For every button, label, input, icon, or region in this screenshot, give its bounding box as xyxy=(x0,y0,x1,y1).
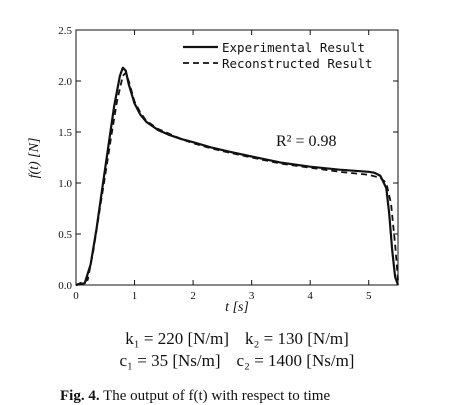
x-tick-label: 5 xyxy=(366,290,372,302)
y-tick-label: 0.0 xyxy=(58,280,72,292)
y-tick-label: 2.0 xyxy=(58,76,72,88)
y-tick-label: 1.0 xyxy=(58,178,72,190)
legend-label-experimental: Experimental Result xyxy=(222,40,365,55)
param-c1: c₁ = 35 [Ns/m] xyxy=(119,351,221,370)
y-tick-label: 0.5 xyxy=(58,229,72,241)
series-layer xyxy=(75,66,400,287)
y-axis-ticks: 0.0 0.5 1.0 1.5 2.0 2.5 xyxy=(58,25,398,292)
y-tick-label: 2.5 xyxy=(58,25,72,37)
caption-label: Fig. 4. xyxy=(60,388,100,404)
x-tick-label: 1 xyxy=(132,290,138,302)
parameters-block: k₁ = 220 [N/m] k₂ = 130 [N/m] c₁ = 35 [Ns… xyxy=(0,328,474,372)
y-tick-label: 1.5 xyxy=(58,127,72,139)
param-k2: k₂ = 130 [N/m] xyxy=(245,329,349,348)
x-tick-label: 4 xyxy=(307,290,313,302)
y-axis-label: f(t) [N] xyxy=(27,138,42,179)
figure-caption: Fig. 4. The output of f(t) with respect … xyxy=(60,388,330,405)
x-tick-label: 3 xyxy=(249,290,255,302)
plot-frame xyxy=(75,29,399,286)
legend-label-reconstructed: Reconstructed Result xyxy=(222,56,373,71)
x-axis-ticks: 0 1 2 3 4 5 xyxy=(73,30,372,302)
x-tick-label: 0 xyxy=(73,290,79,302)
legend: Experimental Result Reconstructed Result xyxy=(176,36,394,72)
param-c2: c₂ = 1400 [Ns/m] xyxy=(236,351,355,370)
series-line-experimental xyxy=(75,66,400,287)
param-k1: k₁ = 220 [N/m] xyxy=(125,329,229,348)
chart: 0.0 0.5 1.0 1.5 2.0 2.5 0 1 2 3 4 5 f(t) [N] t [s]… xyxy=(27,25,400,315)
x-axis-label: t [s] xyxy=(225,300,249,315)
series-line-reconstructed xyxy=(75,71,399,286)
caption-text: The output of f(t) with respect to time xyxy=(103,388,331,404)
x-tick-label: 2 xyxy=(190,290,196,302)
r-squared-annotation: R² = 0.98 xyxy=(276,133,337,150)
